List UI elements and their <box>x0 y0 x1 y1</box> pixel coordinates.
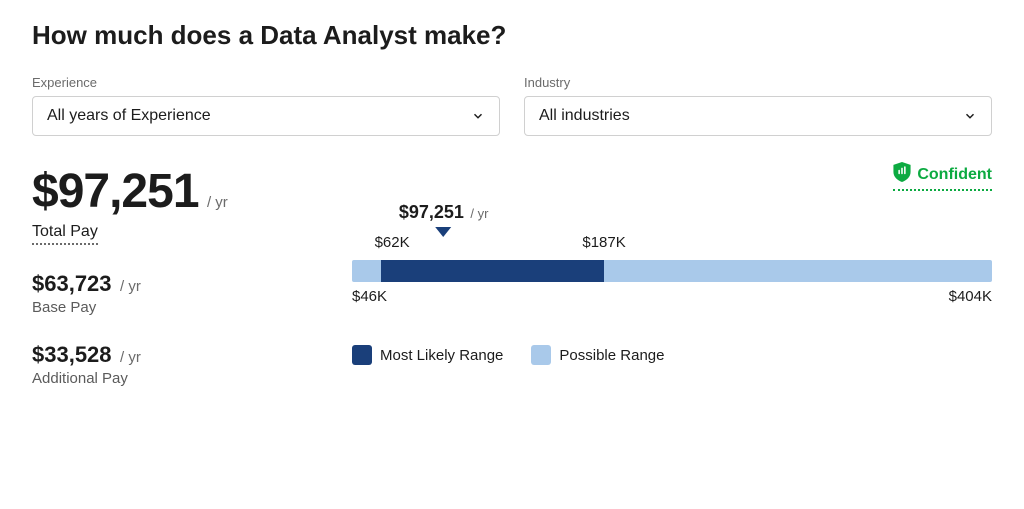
legend-likely-label: Most Likely Range <box>380 347 503 364</box>
total-pay: $97,251 / yr Total Pay <box>32 164 352 245</box>
chevron-down-icon <box>471 109 485 123</box>
filters-row: Experience All years of Experience Indus… <box>32 75 992 136</box>
legend-possible-label: Possible Range <box>559 347 664 364</box>
caret-down-icon <box>436 227 452 237</box>
experience-select[interactable]: All years of Experience <box>32 96 500 136</box>
content: $97,251 / yr Total Pay $63,723 / yr Base… <box>32 164 992 387</box>
total-pay-label[interactable]: Total Pay <box>32 223 98 245</box>
total-pay-amount: $97,251 <box>32 165 199 218</box>
range-marker: $97,251 / yr <box>399 202 489 237</box>
base-pay: $63,723 / yr Base Pay <box>32 271 352 316</box>
confidence-badge[interactable]: Confident <box>893 162 992 191</box>
industry-select-value: All industries <box>539 107 630 125</box>
experience-filter: Experience All years of Experience <box>32 75 500 136</box>
likely-high-label: $187K <box>582 234 625 251</box>
experience-filter-label: Experience <box>32 75 500 90</box>
range-legend: Most Likely Range Possible Range <box>352 345 992 365</box>
additional-pay: $33,528 / yr Additional Pay <box>32 342 352 387</box>
base-pay-per: / yr <box>120 278 141 295</box>
chevron-down-icon <box>963 109 977 123</box>
confidence-label: Confident <box>917 166 992 184</box>
likely-range-bar <box>381 260 604 282</box>
range-min-label: $46K <box>352 288 387 305</box>
legend-likely-swatch <box>352 345 372 365</box>
additional-pay-amount: $33,528 <box>32 342 112 367</box>
industry-select[interactable]: All industries <box>524 96 992 136</box>
range-chart: $97,251 / yr $62K $187K $46K $404K Most … <box>352 260 992 365</box>
experience-select-value: All years of Experience <box>47 107 211 125</box>
right-column: Confident $97,251 / yr $62K $187K $46K $… <box>352 164 992 365</box>
additional-pay-label: Additional Pay <box>32 370 352 387</box>
range-max-label: $404K <box>949 288 992 305</box>
additional-pay-per: / yr <box>120 349 141 366</box>
range-bottom-labels: $46K $404K <box>352 288 992 305</box>
shield-icon <box>893 162 911 187</box>
range-bar <box>352 260 992 282</box>
legend-possible: Possible Range <box>531 345 664 365</box>
industry-filter-label: Industry <box>524 75 992 90</box>
base-pay-label: Base Pay <box>32 299 352 316</box>
page-title: How much does a Data Analyst make? <box>32 20 992 51</box>
industry-filter: Industry All industries <box>524 75 992 136</box>
likely-low-label: $62K <box>375 234 410 251</box>
legend-likely: Most Likely Range <box>352 345 503 365</box>
base-pay-amount: $63,723 <box>32 271 112 296</box>
total-pay-per: / yr <box>207 194 228 211</box>
range-marker-amount: $97,251 <box>399 202 464 222</box>
pay-summary: $97,251 / yr Total Pay $63,723 / yr Base… <box>32 164 352 387</box>
legend-possible-swatch <box>531 345 551 365</box>
range-marker-per: / yr <box>470 206 488 221</box>
